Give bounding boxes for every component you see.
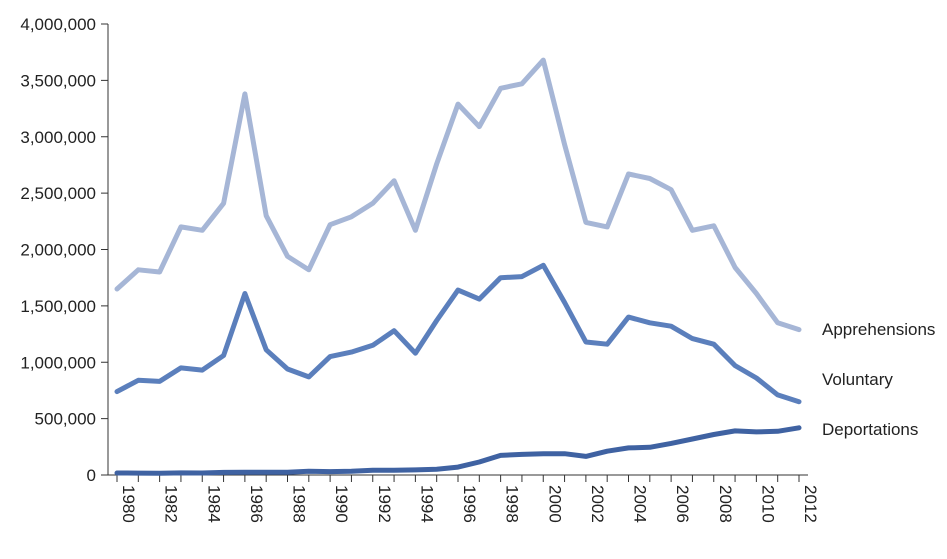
y-tick-label: 1,000,000 xyxy=(20,353,96,372)
y-tick-label: 4,000,000 xyxy=(20,15,96,34)
y-tick-label: 1,500,000 xyxy=(20,297,96,316)
series-line-voluntary xyxy=(114,262,802,405)
series-lines xyxy=(114,57,802,476)
y-tick-label: 2,000,000 xyxy=(20,241,96,260)
x-tick-label: 1998 xyxy=(503,485,522,523)
series-line-apprehensions xyxy=(114,57,802,333)
x-tick-label: 1994 xyxy=(417,485,436,523)
x-tick-label: 1986 xyxy=(247,485,266,523)
x-tick-label: 2006 xyxy=(673,485,692,523)
y-tick-label: 0 xyxy=(87,466,96,485)
legend-label-apprehensions: Apprehensions xyxy=(822,320,935,339)
legend-label-deportations: Deportations xyxy=(822,420,918,439)
y-tick-label: 500,000 xyxy=(35,410,96,429)
x-tick-label: 1992 xyxy=(375,485,394,523)
legend-label-voluntary: Voluntary xyxy=(822,370,893,389)
x-tick-label: 1982 xyxy=(162,485,181,523)
x-tick-label: 2012 xyxy=(801,485,820,523)
x-tick-label: 2010 xyxy=(758,485,777,523)
x-tick-label: 2004 xyxy=(631,485,650,523)
x-tick-label: 2008 xyxy=(716,485,735,523)
x-tick-label: 1984 xyxy=(204,485,223,523)
y-tick-label: 3,000,000 xyxy=(20,128,96,147)
y-tick-label: 3,500,000 xyxy=(20,71,96,90)
x-tick-label: 1980 xyxy=(119,485,138,523)
y-tick-label: 2,500,000 xyxy=(20,184,96,203)
axes: 0 500,000 1,000,000 1,500,000 2,000,000 2,500… xyxy=(20,15,820,523)
x-tick-label: 2002 xyxy=(588,485,607,523)
x-tick-label: 1990 xyxy=(332,485,351,523)
x-tick-label: 2000 xyxy=(545,485,564,523)
legend: Apprehensions Voluntary Deportations xyxy=(822,320,935,439)
x-tick-label: 1988 xyxy=(290,485,309,523)
series-line-deportations xyxy=(114,425,802,476)
x-tick-label: 1996 xyxy=(460,485,479,523)
